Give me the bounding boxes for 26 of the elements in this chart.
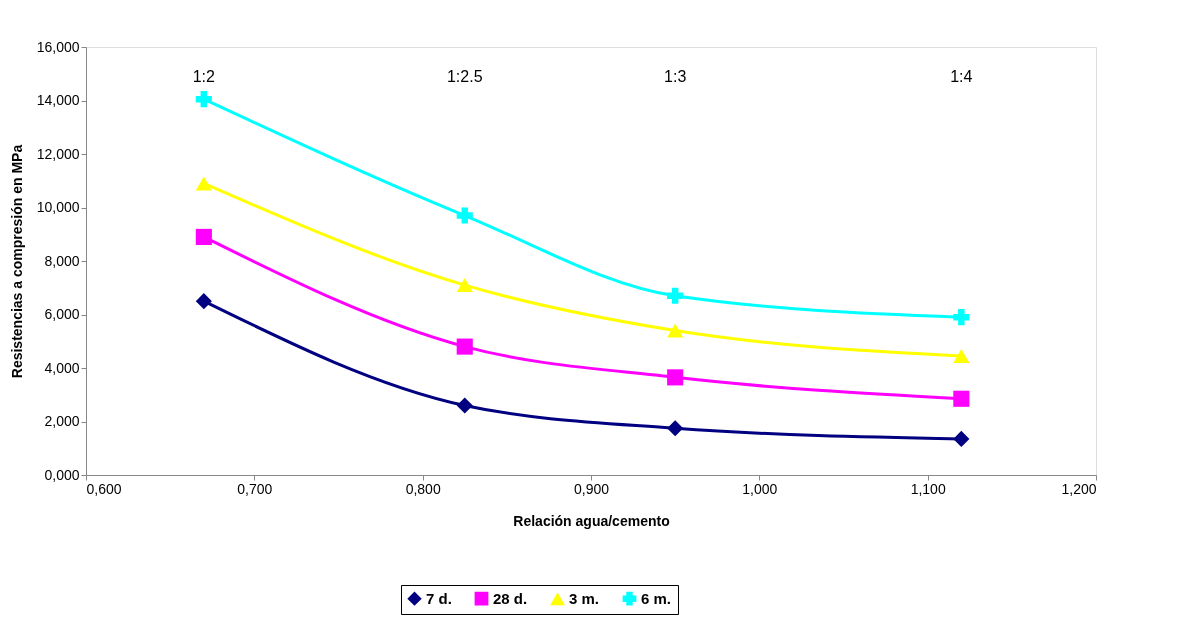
x-tick-label: 1,000 <box>742 480 778 497</box>
x-tick-label: 0,900 <box>573 480 610 497</box>
annotation: 1:2.5 <box>446 68 483 85</box>
y-tick-label: 12,000 <box>36 145 80 162</box>
x-axis-title: Relación agua/cemento <box>513 512 670 529</box>
annotation: 1:3 <box>664 68 687 85</box>
y-tick-label: 2,000 <box>44 413 80 429</box>
y-tick-label: 0,000 <box>44 466 80 483</box>
y-tick-label: 16,000 <box>36 38 80 55</box>
x-tick-label: 0,800 <box>405 480 441 497</box>
y-tick-label: 8,000 <box>44 252 80 269</box>
y-tick-label: 10,000 <box>36 199 80 215</box>
y-tick-label: 4,000 <box>44 359 80 376</box>
y-tick-label: 14,000 <box>36 92 80 108</box>
legend-label: 28 d. <box>493 589 528 607</box>
x-tick-label: 1,200 <box>1061 480 1097 497</box>
y-axis-title: Resistencias a compresión en MPa <box>8 144 25 379</box>
legend-label: 3 m. <box>569 590 600 608</box>
legend-label: 6 m. <box>641 589 672 607</box>
x-tick-label: 0,700 <box>237 480 273 497</box>
y-tick-label: 6,000 <box>44 306 80 322</box>
legend-label: 7 d. <box>426 589 452 607</box>
x-tick-label: 0,600 <box>86 480 122 497</box>
annotation: 1:4 <box>950 68 973 85</box>
x-tick-label: 1,100 <box>910 480 946 497</box>
annotation: 1:2 <box>192 68 216 85</box>
